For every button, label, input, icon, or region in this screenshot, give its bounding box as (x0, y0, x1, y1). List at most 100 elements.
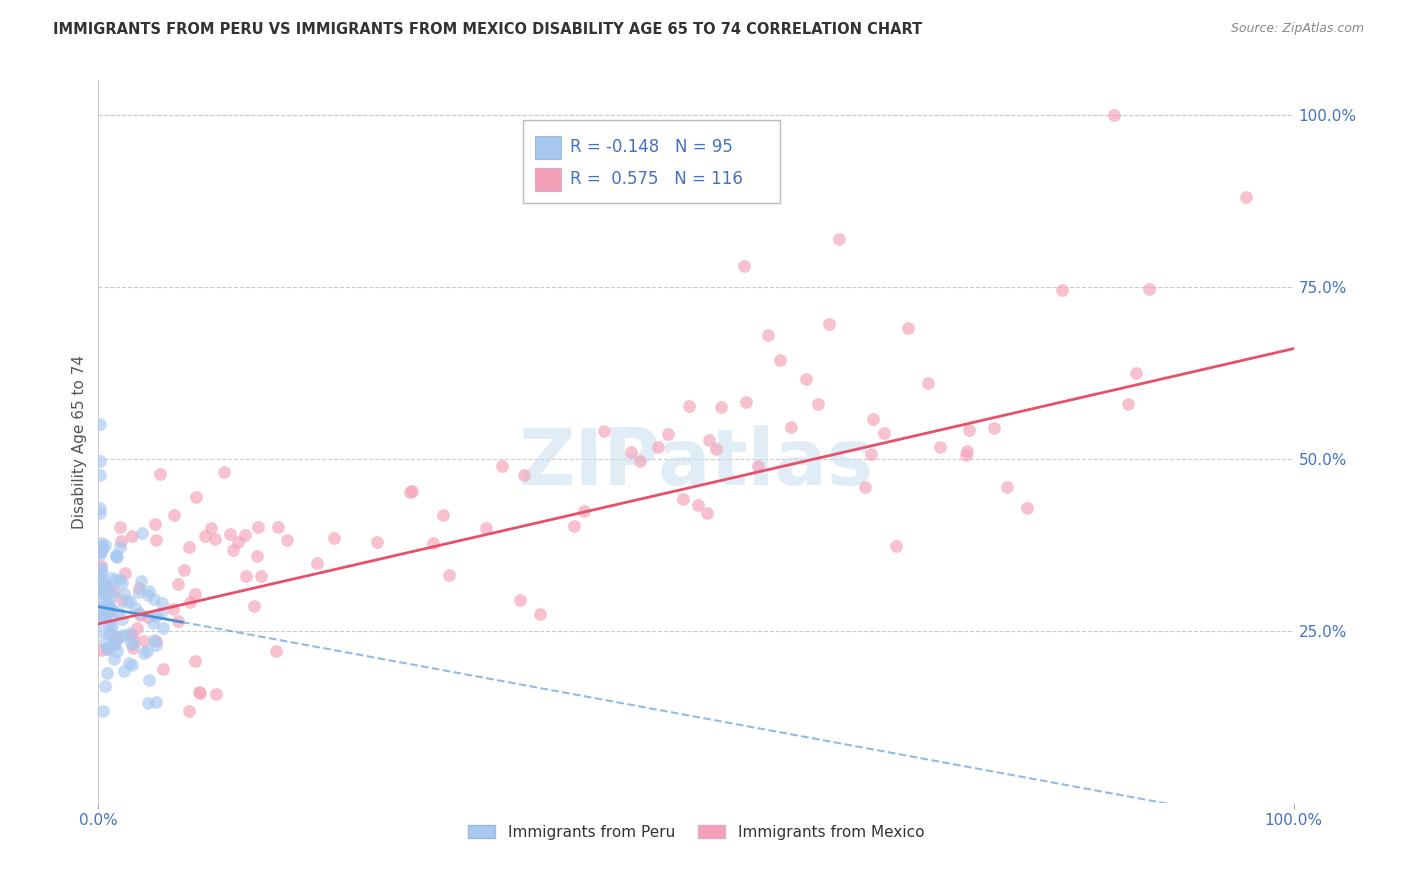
Point (96, 598, 118, 612)
Point (672, 492, 695, 507)
Point (562, 519, 585, 533)
Point (163, 508, 186, 522)
Point (131, 525, 153, 540)
Point (183, 654, 205, 668)
Point (111, 575, 134, 590)
Point (120, 628, 142, 642)
Point (439, 567, 461, 582)
Point (120, 626, 142, 640)
Point (124, 601, 146, 615)
Point (89, 565, 111, 579)
Point (129, 574, 152, 588)
Point (89, 467, 111, 482)
Point (108, 572, 131, 586)
Point (710, 401, 733, 415)
Point (152, 621, 174, 635)
Point (704, 442, 727, 456)
Text: Source: ZipAtlas.com: Source: ZipAtlas.com (1230, 22, 1364, 36)
Point (807, 397, 830, 411)
Point (90, 579, 112, 593)
Point (917, 376, 939, 390)
Point (955, 448, 977, 462)
Point (105, 549, 128, 563)
Point (194, 528, 217, 542)
Point (110, 534, 132, 549)
Point (1052, 283, 1074, 297)
FancyBboxPatch shape (534, 136, 561, 159)
Point (136, 696, 159, 710)
Point (173, 563, 195, 577)
Point (94, 538, 117, 552)
Point (90, 585, 112, 599)
Point (90, 559, 112, 574)
Text: R =  0.575   N = 116: R = 0.575 N = 116 (571, 170, 744, 188)
Point (149, 467, 172, 481)
Point (90, 609, 112, 624)
Text: IMMIGRANTS FROM PERU VS IMMIGRANTS FROM MEXICO DISABILITY AGE 65 TO 74 CORRELATI: IMMIGRANTS FROM PERU VS IMMIGRANTS FROM … (53, 22, 922, 37)
Point (184, 490, 207, 504)
Point (91, 608, 114, 623)
Point (118, 657, 141, 671)
Point (1104, 108, 1126, 122)
Point (89, 547, 111, 561)
Point (150, 596, 173, 610)
Point (179, 704, 201, 718)
Point (89, 454, 111, 468)
Point (205, 687, 228, 701)
Legend: Immigrants from Peru, Immigrants from Mexico: Immigrants from Peru, Immigrants from Me… (461, 819, 931, 846)
Point (98, 599, 121, 614)
Point (111, 612, 134, 626)
Point (91, 577, 114, 591)
Point (89, 539, 111, 553)
Point (620, 445, 643, 459)
Point (100, 612, 122, 626)
Point (110, 540, 132, 554)
Point (97, 605, 120, 619)
Point (121, 529, 143, 543)
Point (90, 600, 112, 615)
Point (145, 609, 167, 624)
Point (96, 642, 118, 657)
Point (768, 353, 790, 368)
Point (100, 625, 122, 640)
Point (107, 605, 129, 619)
Point (995, 480, 1018, 494)
Point (121, 657, 143, 672)
Point (513, 467, 536, 482)
Point (188, 686, 211, 700)
Point (145, 695, 167, 709)
Y-axis label: Disability Age 65 to 74: Disability Age 65 to 74 (72, 354, 87, 529)
Point (696, 506, 718, 520)
Point (93, 610, 115, 624)
Point (112, 665, 135, 679)
Point (574, 504, 596, 518)
FancyBboxPatch shape (534, 168, 561, 191)
Point (90, 605, 112, 619)
Point (117, 595, 139, 609)
Point (152, 662, 174, 676)
Point (97, 640, 120, 654)
Point (179, 595, 201, 609)
Point (593, 424, 616, 438)
Point (862, 411, 884, 425)
Point (111, 628, 134, 642)
Point (93, 607, 115, 621)
Point (105, 632, 128, 646)
Point (94, 634, 117, 648)
Point (149, 606, 172, 620)
Point (187, 685, 209, 699)
Point (100, 588, 122, 602)
Point (98, 581, 121, 595)
Point (104, 631, 127, 645)
Point (97, 604, 120, 618)
Point (1116, 396, 1139, 410)
Point (138, 673, 160, 688)
Point (132, 647, 155, 661)
Point (509, 593, 531, 607)
Point (128, 584, 150, 599)
Point (135, 644, 157, 658)
Point (398, 484, 420, 499)
Point (734, 394, 756, 409)
Point (93, 575, 115, 590)
Point (103, 636, 125, 650)
